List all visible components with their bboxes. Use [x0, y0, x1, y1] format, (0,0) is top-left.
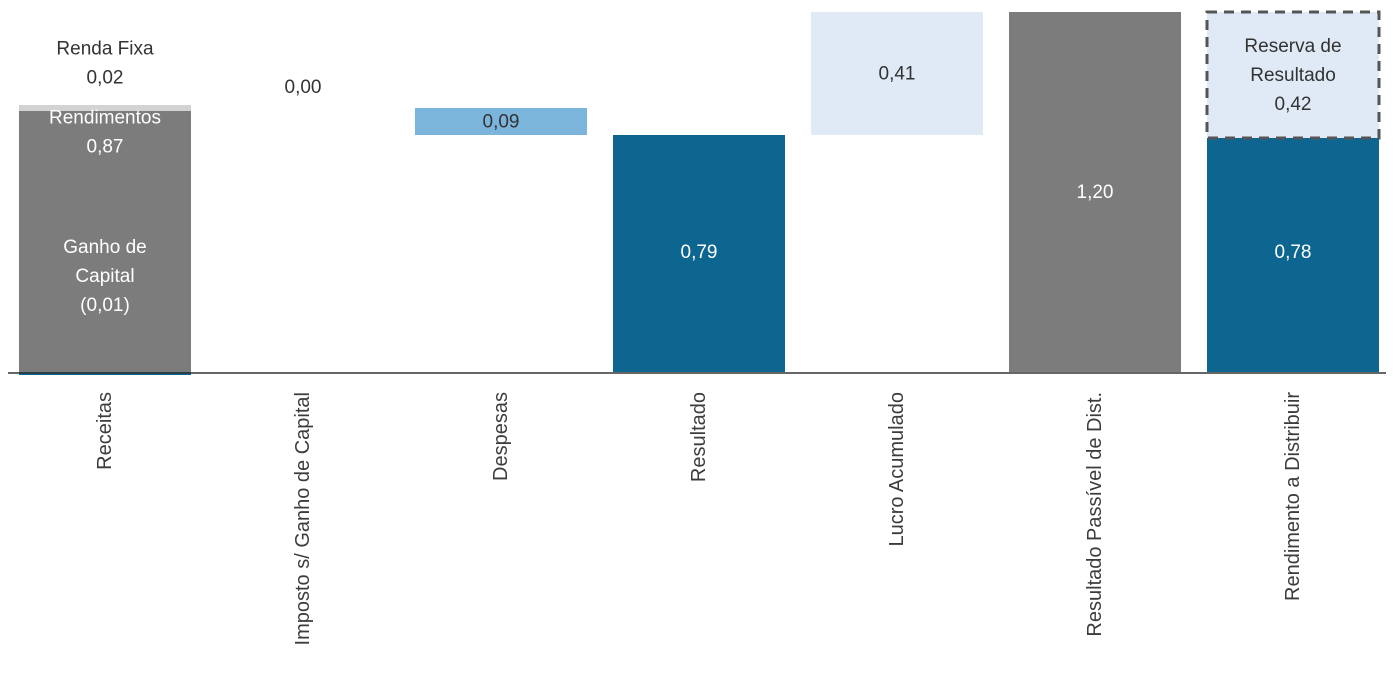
category-label-resultado-passivel-de-dist: Resultado Passível de Dist.	[1084, 392, 1106, 637]
bar-lucro-acumulado	[811, 12, 983, 135]
data-labels-layer: Renda Fixa 0,02 Rendimentos 0,87 Ganho de Cap…	[49, 36, 1342, 316]
bar-resultado-passivel-de-dist	[1009, 12, 1181, 372]
data-label-0-41: 0,41	[879, 63, 916, 84]
data-label-reserva-de-resultado-0-42: Reserva de Resultado 0,42	[1244, 36, 1341, 115]
data-label-line: 1,20	[1077, 182, 1114, 203]
category-labels-layer: Receitas Imposto s/ Ganho de Capital Despe…	[94, 392, 1304, 646]
data-label-line: 0,02	[87, 67, 124, 88]
data-label-0-09: 0,09	[483, 111, 520, 132]
category-label-lucro-acumulado: Lucro Acumulado	[886, 392, 908, 547]
data-label-line: 0,78	[1275, 242, 1312, 263]
data-label-line: Resultado	[1250, 65, 1336, 86]
data-label-line: 0,09	[483, 111, 520, 132]
data-label-renda-fixa-0-02: Renda Fixa 0,02	[56, 38, 154, 88]
data-label-line: 0,00	[285, 77, 322, 98]
category-label-rendimento-a-distribuir: Rendimento a Distribuir	[1282, 392, 1304, 601]
data-label-1-20: 1,20	[1077, 182, 1114, 203]
data-label-line: 0,42	[1275, 94, 1312, 115]
bars-layer	[19, 10, 1381, 375]
data-label-line: Renda Fixa	[56, 38, 154, 59]
data-label-0-79: 0,79	[681, 242, 718, 263]
bar-despesas	[415, 108, 587, 135]
data-label-line: 0,87	[87, 136, 124, 157]
data-label-line: Rendimentos	[49, 107, 161, 128]
bar-receitas-rendimentos	[19, 111, 191, 372]
bar-rendimento-a-distribuir-reserva-de-resultado	[1205, 10, 1381, 140]
data-label-line: Capital	[75, 266, 134, 287]
category-label-resultado: Resultado	[688, 392, 710, 482]
data-label-ganho-de-capital-0-01: Ganho de Capital (0,01)	[63, 237, 146, 316]
category-label-imposto-s-ganho-de-capital: Imposto s/ Ganho de Capital	[292, 392, 314, 645]
bar-resultado	[613, 135, 785, 372]
bar-receitas-renda-fixa	[19, 105, 191, 111]
category-label-despesas: Despesas	[490, 392, 512, 481]
data-label-rendimentos-0-87: Rendimentos 0,87	[49, 107, 161, 157]
data-label-line: 0,79	[681, 242, 718, 263]
category-label-receitas: Receitas	[94, 392, 116, 470]
data-label-line: Reserva de	[1244, 36, 1341, 57]
data-label-line: (0,01)	[80, 295, 130, 316]
data-label-0-00: 0,00	[285, 77, 322, 98]
data-label-line: 0,41	[879, 63, 916, 84]
data-label-0-78: 0,78	[1275, 242, 1312, 263]
bar-rendimento-a-distribuir-rendimento	[1207, 138, 1379, 372]
data-label-line: Ganho de	[63, 237, 146, 258]
